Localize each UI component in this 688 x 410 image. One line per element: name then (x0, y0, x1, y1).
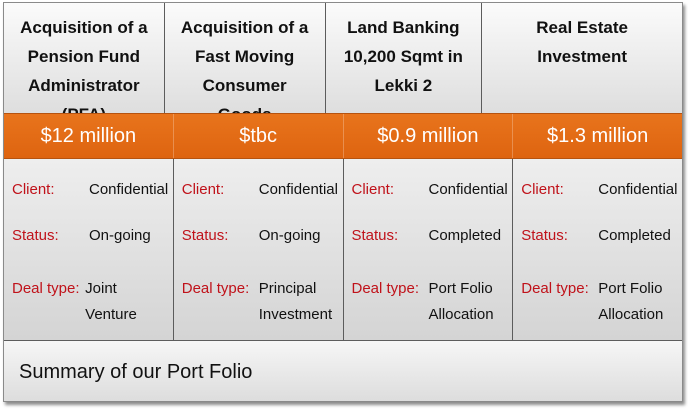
deal-type-row: Deal type: Port Folio Allocation (352, 276, 509, 328)
deal-amounts-band: $12 million $tbc $0.9 million $1.3 milli… (4, 113, 682, 159)
deal-titles-row: Acquisition of a Pension Fund Administra… (4, 3, 682, 124)
client-value: Confidential (89, 181, 169, 198)
deal-details-row: Client: Confidential Status: On-going De… (4, 159, 682, 341)
deal-amount: $12 million (4, 114, 174, 158)
deal-title: Acquisition of a Fast Moving Consumer Go… (180, 18, 309, 124)
portfolio-summary-table: Acquisition of a Pension Fund Administra… (3, 2, 683, 402)
client-label: Client: (181, 181, 225, 198)
status-value: Completed (428, 227, 502, 244)
client-row: Client: Confidential (521, 177, 678, 203)
deal-type-label: Deal type: (351, 280, 420, 297)
deal-title-cell-1: Acquisition of a Pension Fund Administra… (4, 3, 165, 124)
status-row: Status: Completed (352, 223, 509, 249)
status-value: On-going (258, 227, 321, 244)
status-value: On-going (89, 227, 151, 244)
client-label: Client: (12, 181, 55, 198)
deal-details-cell-1: Client: Confidential Status: On-going De… (4, 159, 174, 340)
deal-type-row: Deal type: Principal Investment (182, 276, 339, 328)
client-value: Confidential (258, 181, 338, 198)
client-value: Confidential (598, 181, 678, 198)
status-value: Completed (598, 227, 671, 244)
client-row: Client: Confidential (12, 177, 169, 203)
deal-type-label: Deal type: (12, 280, 80, 297)
status-label: Status: (351, 227, 399, 244)
deal-amount: $1.3 million (547, 124, 649, 147)
deal-type-value: Joint Venture (85, 280, 137, 323)
deal-amount: $0.9 million (344, 114, 514, 158)
deal-details-cell-4: Client: Confidential Status: Completed D… (513, 159, 682, 340)
deal-details-cell-3: Client: Confidential Status: Completed D… (343, 159, 514, 340)
summary-footer: Summary of our Port Folio (4, 341, 682, 401)
summary-caption: Summary of our Port Folio (19, 360, 253, 383)
status-label: Status: (521, 227, 568, 244)
deal-type-value: Port Folio Allocation (428, 280, 494, 323)
deal-title: Real Estate Investment (536, 18, 628, 66)
deal-type-label: Deal type: (181, 280, 250, 297)
deal-type-value: Principal Investment (258, 280, 333, 323)
client-label: Client: (521, 181, 564, 198)
deal-title: Land Banking 10,200 Sqmt in Lekki 2 (343, 18, 463, 95)
deal-title-cell-2: Acquisition of a Fast Moving Consumer Go… (164, 3, 326, 124)
client-row: Client: Confidential (352, 177, 509, 203)
deal-title-cell-3: Land Banking 10,200 Sqmt in Lekki 2 (325, 3, 483, 113)
status-row: Status: On-going (182, 223, 339, 249)
deal-title-cell-4: Real Estate Investment (482, 3, 682, 113)
deal-type-row: Deal type: Port Folio Allocation (521, 276, 678, 328)
deal-type-row: Deal type: Joint Venture (12, 276, 169, 328)
status-row: Status: Completed (521, 223, 678, 249)
client-row: Client: Confidential (182, 177, 339, 203)
client-label: Client: (351, 181, 395, 198)
deal-details-cell-2: Client: Confidential Status: On-going De… (173, 159, 344, 340)
status-label: Status: (181, 227, 229, 244)
client-value: Confidential (428, 181, 508, 198)
deal-type-value: Port Folio Allocation (598, 280, 664, 323)
status-row: Status: On-going (12, 223, 169, 249)
deal-title: Acquisition of a Pension Fund Administra… (20, 18, 148, 124)
status-label: Status: (12, 227, 59, 244)
deal-type-label: Deal type: (521, 280, 589, 297)
deal-amount: $tbc (174, 114, 344, 158)
